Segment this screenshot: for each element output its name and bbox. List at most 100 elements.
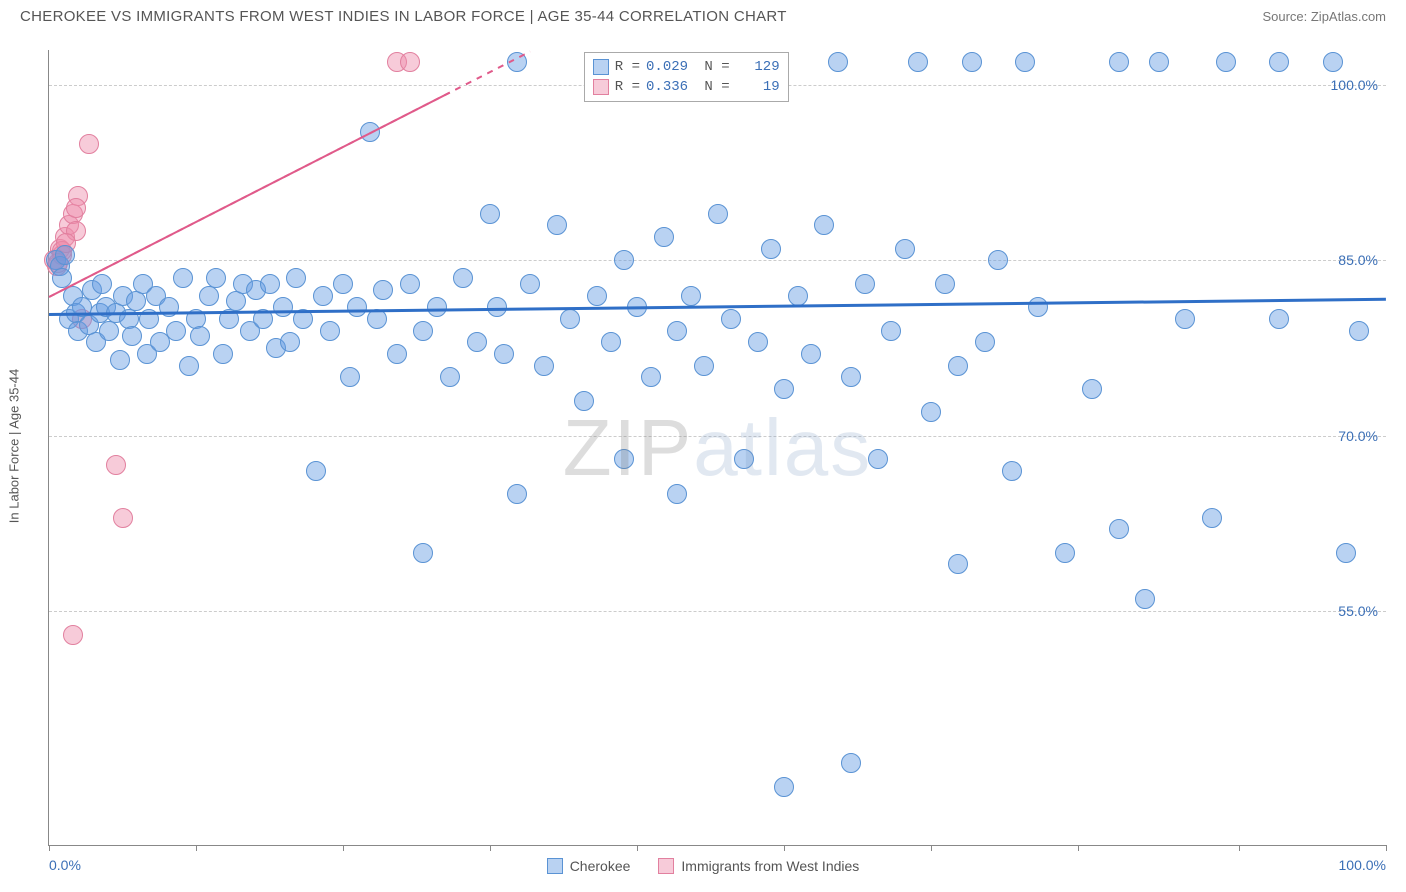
data-point-cherokee (1216, 52, 1236, 72)
data-point-cherokee (494, 344, 514, 364)
data-point-cherokee (614, 449, 634, 469)
legend-swatch-cherokee (547, 858, 563, 874)
data-point-cherokee (855, 274, 875, 294)
data-point-cherokee (721, 309, 741, 329)
data-point-cherokee (110, 350, 130, 370)
data-point-immigrants (66, 198, 86, 218)
data-point-cherokee (206, 268, 226, 288)
data-point-cherokee (1202, 508, 1222, 528)
data-point-cherokee (199, 286, 219, 306)
data-point-cherokee (1149, 52, 1169, 72)
stat-n-value-cherokee: 129 (736, 59, 780, 75)
data-point-cherokee (868, 449, 888, 469)
data-point-cherokee (226, 291, 246, 311)
data-point-cherokee (988, 250, 1008, 270)
data-point-cherokee (694, 356, 714, 376)
legend-label-immigrants: Immigrants from West Indies (681, 858, 859, 874)
data-point-cherokee (413, 543, 433, 563)
data-point-cherokee (614, 250, 634, 270)
data-point-cherokee (280, 332, 300, 352)
data-point-cherokee (480, 204, 500, 224)
data-point-cherokee (1269, 309, 1289, 329)
data-point-cherokee (828, 52, 848, 72)
stat-r-label: R = (615, 79, 640, 95)
data-point-cherokee (654, 227, 674, 247)
data-point-cherokee (1175, 309, 1195, 329)
data-point-cherokee (1135, 589, 1155, 609)
data-point-cherokee (641, 367, 661, 387)
chart-plot-area: 55.0%70.0%85.0%100.0%R = 0.029 N = 129R … (48, 50, 1386, 846)
data-point-immigrants (113, 508, 133, 528)
data-point-cherokee (122, 326, 142, 346)
data-point-cherokee (427, 297, 447, 317)
data-point-cherokee (801, 344, 821, 364)
data-point-cherokee (734, 449, 754, 469)
y-axis-label: In Labor Force | Age 35-44 (7, 369, 22, 523)
stat-r-label: R = (615, 59, 640, 75)
data-point-cherokee (761, 239, 781, 259)
data-point-cherokee (601, 332, 621, 352)
data-point-cherokee (1109, 52, 1129, 72)
data-point-cherokee (881, 321, 901, 341)
chart-title: CHEROKEE VS IMMIGRANTS FROM WEST INDIES … (20, 8, 787, 25)
legend-swatch-immigrants (658, 858, 674, 874)
stat-n-value-immigrants: 19 (736, 79, 780, 95)
x-tick (49, 845, 50, 851)
data-point-cherokee (190, 326, 210, 346)
legend-swatch-immigrants-top (593, 79, 609, 95)
x-tick (931, 845, 932, 851)
data-point-cherokee (908, 52, 928, 72)
correlation-legend: R = 0.029 N = 129 R = 0.336 N = 19 (584, 52, 789, 102)
data-point-cherokee (547, 215, 567, 235)
data-point-cherokee (453, 268, 473, 288)
x-tick (1386, 845, 1387, 851)
y-tick-label: 100.0% (1331, 77, 1378, 93)
data-point-cherokee (55, 245, 75, 265)
data-point-cherokee (507, 484, 527, 504)
data-point-cherokee (1269, 52, 1289, 72)
x-tick (637, 845, 638, 851)
data-point-cherokee (306, 461, 326, 481)
data-point-cherokee (748, 332, 768, 352)
stat-n-label: N = (696, 79, 730, 95)
data-point-cherokee (534, 356, 554, 376)
data-point-cherokee (520, 274, 540, 294)
x-tick (343, 845, 344, 851)
data-point-cherokee (921, 402, 941, 422)
data-point-cherokee (1055, 543, 1075, 563)
stat-r-value-cherokee: 0.029 (646, 59, 690, 75)
data-point-cherokee (340, 367, 360, 387)
gridline (49, 260, 1386, 261)
x-tick (490, 845, 491, 851)
data-point-cherokee (173, 268, 193, 288)
y-tick-label: 55.0% (1338, 603, 1378, 619)
gridline (49, 611, 1386, 612)
data-point-cherokee (1082, 379, 1102, 399)
y-tick-label: 70.0% (1338, 428, 1378, 444)
data-point-cherokee (681, 286, 701, 306)
data-point-cherokee (1109, 519, 1129, 539)
data-point-cherokee (1002, 461, 1022, 481)
data-point-cherokee (587, 286, 607, 306)
legend-item-immigrants: Immigrants from West Indies (658, 858, 859, 874)
data-point-cherokee (373, 280, 393, 300)
data-point-cherokee (814, 215, 834, 235)
correlation-row-immigrants: R = 0.336 N = 19 (593, 77, 780, 97)
data-point-cherokee (286, 268, 306, 288)
data-point-cherokee (774, 379, 794, 399)
data-point-cherokee (1349, 321, 1369, 341)
data-point-cherokee (347, 297, 367, 317)
stat-n-label: N = (696, 59, 730, 75)
legend-bottom: Cherokee Immigrants from West Indies (0, 858, 1406, 874)
legend-item-cherokee: Cherokee (547, 858, 631, 874)
data-point-cherokee (126, 291, 146, 311)
data-point-cherokee (667, 321, 687, 341)
data-point-cherokee (99, 321, 119, 341)
data-point-immigrants (400, 52, 420, 72)
data-point-cherokee (387, 344, 407, 364)
data-point-cherokee (774, 777, 794, 797)
data-point-immigrants (106, 455, 126, 475)
data-point-cherokee (841, 367, 861, 387)
data-point-cherokee (708, 204, 728, 224)
data-point-cherokee (179, 356, 199, 376)
